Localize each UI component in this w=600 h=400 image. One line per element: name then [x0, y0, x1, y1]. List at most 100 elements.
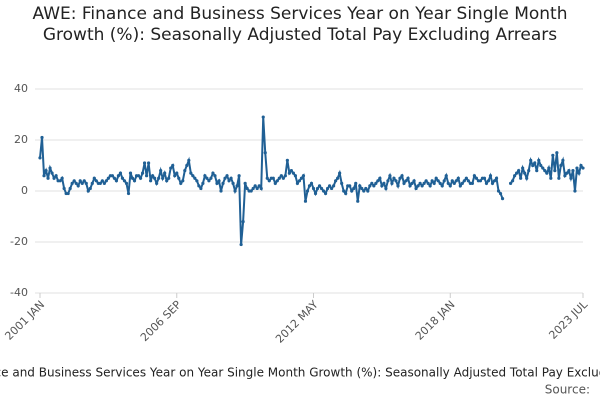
- point: [305, 189, 310, 193]
- point: [293, 174, 298, 178]
- point: [420, 184, 424, 188]
- point: [50, 171, 54, 175]
- y-tick-label: 20: [14, 133, 28, 146]
- point: [251, 186, 255, 191]
- point: [215, 181, 219, 185]
- source: Source:: [545, 383, 590, 397]
- point: [142, 161, 147, 165]
- point: [277, 176, 281, 180]
- point: [102, 181, 106, 185]
- point: [114, 179, 119, 183]
- point: [500, 197, 505, 201]
- point: [151, 174, 155, 178]
- point: [436, 179, 440, 183]
- point: [478, 179, 483, 183]
- point: [46, 176, 50, 180]
- x-tick-label: 2018 JAN: [413, 298, 458, 343]
- point: [227, 179, 231, 183]
- point: [177, 176, 181, 180]
- point: [340, 181, 344, 185]
- point: [84, 181, 88, 185]
- point: [291, 171, 295, 175]
- point: [513, 174, 517, 178]
- point: [149, 179, 153, 183]
- point: [233, 189, 237, 193]
- point: [90, 181, 94, 185]
- point: [390, 181, 394, 185]
- point: [529, 158, 533, 162]
- point: [181, 179, 185, 183]
- point: [128, 171, 133, 175]
- point: [179, 181, 183, 185]
- point: [392, 176, 396, 180]
- point: [368, 184, 372, 188]
- point: [402, 181, 406, 185]
- point: [472, 174, 476, 178]
- point: [521, 166, 525, 170]
- point: [356, 199, 360, 203]
- point: [153, 176, 157, 180]
- point: [309, 181, 314, 185]
- point: [380, 184, 384, 188]
- point: [350, 189, 354, 193]
- point: [173, 174, 177, 178]
- point: [565, 171, 569, 175]
- point: [458, 184, 462, 188]
- point: [338, 171, 342, 175]
- point: [440, 184, 444, 188]
- point: [396, 184, 400, 188]
- point: [464, 176, 468, 180]
- point: [88, 186, 92, 191]
- point: [406, 176, 410, 180]
- point: [225, 174, 229, 178]
- point: [98, 181, 102, 185]
- point: [54, 174, 58, 178]
- point: [70, 181, 74, 185]
- point: [104, 179, 108, 183]
- point: [207, 179, 211, 183]
- point: [394, 179, 398, 183]
- point: [498, 191, 503, 196]
- point: [462, 179, 466, 183]
- point: [273, 181, 277, 185]
- point: [283, 174, 287, 178]
- point: [559, 163, 563, 168]
- point: [161, 176, 165, 180]
- point: [364, 186, 368, 191]
- point: [175, 171, 179, 175]
- point: [323, 191, 328, 196]
- point: [185, 163, 189, 168]
- point: [523, 171, 527, 175]
- point: [543, 169, 547, 173]
- y-tick-label: -40: [10, 286, 28, 299]
- point: [442, 179, 446, 183]
- x-tick-label: 2001 JAN: [2, 298, 47, 343]
- point: [144, 174, 149, 178]
- point: [86, 189, 90, 193]
- point: [482, 176, 487, 180]
- point: [295, 181, 300, 185]
- point: [279, 174, 283, 178]
- point: [140, 171, 145, 175]
- point: [80, 181, 84, 185]
- point: [535, 169, 539, 173]
- point: [245, 186, 249, 191]
- point: [217, 179, 221, 183]
- point: [126, 191, 131, 196]
- point: [263, 151, 267, 155]
- point: [92, 176, 96, 180]
- point: [255, 186, 259, 191]
- point: [122, 179, 127, 183]
- point: [432, 181, 436, 185]
- point: [235, 184, 239, 188]
- point: [545, 171, 549, 175]
- point: [197, 184, 201, 188]
- point: [275, 179, 279, 183]
- point: [577, 171, 581, 175]
- point: [187, 158, 191, 162]
- y-tick-label: -20: [10, 235, 28, 248]
- point: [444, 174, 448, 178]
- point: [470, 181, 474, 185]
- point: [515, 171, 519, 175]
- point: [205, 176, 209, 180]
